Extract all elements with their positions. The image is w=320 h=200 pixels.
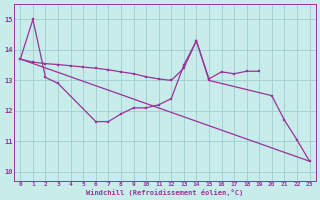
X-axis label: Windchill (Refroidissement éolien,°C): Windchill (Refroidissement éolien,°C) [86, 189, 244, 196]
